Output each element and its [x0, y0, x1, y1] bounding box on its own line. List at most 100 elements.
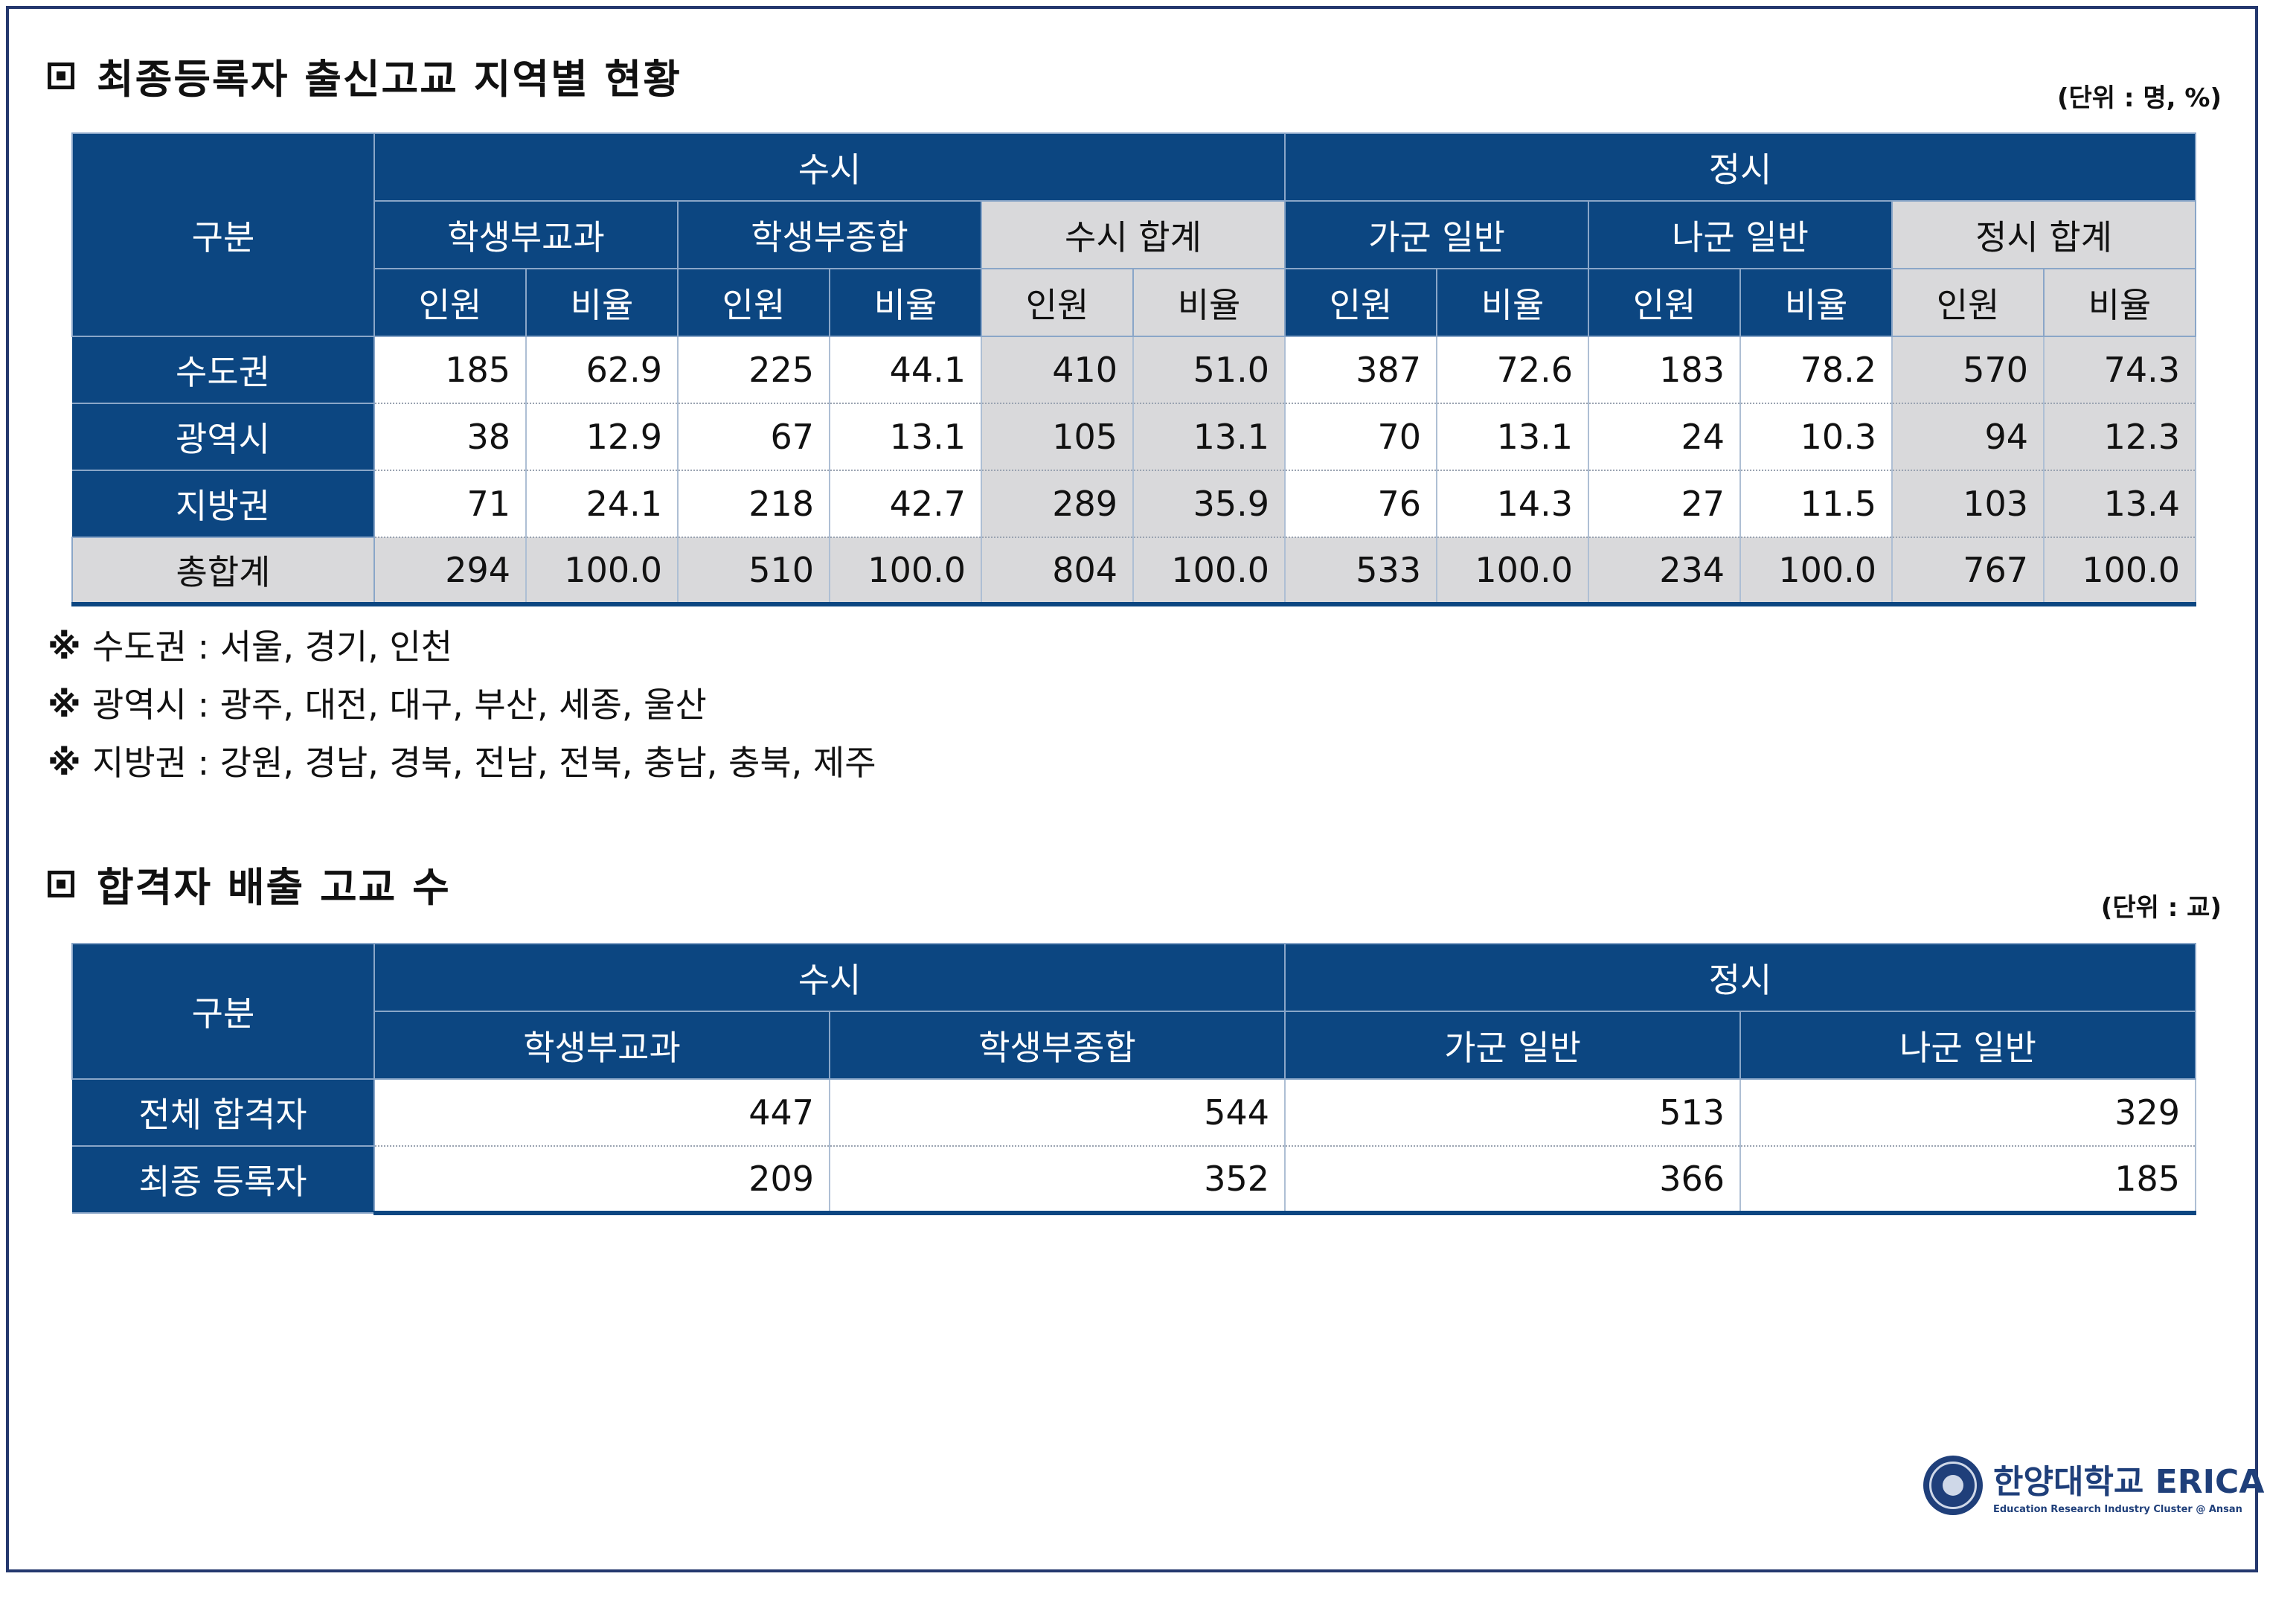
count-cell: 70: [1284, 403, 1438, 471]
count-cell: 570: [1891, 336, 2045, 404]
note-line: ※ 광역시 : 광주, 대전, 대구, 부산, 세종, 울산: [48, 676, 876, 734]
logo-main-text: 한양대학교 ERICA: [1993, 1463, 2265, 1501]
section1-title-text: 최종등록자 출신고교 지역별 현황: [97, 56, 682, 103]
ratio-cell: 74.3: [2043, 336, 2197, 404]
count-cell: 510: [677, 537, 830, 606]
ratio-cell: 100.0: [1132, 537, 1286, 606]
count-cell: 67: [677, 403, 830, 471]
note-key: 광역시: [92, 685, 187, 725]
count-cell: 447: [373, 1079, 830, 1147]
count-cell: 225: [677, 336, 830, 404]
region-table: 구분 수시 정시 학생부교과 학생부종합 수시 합계 가군 일반 나군 일반 정…: [71, 132, 2197, 606]
header-count: 인원: [1588, 268, 1742, 337]
count-cell: 24: [1588, 403, 1742, 471]
note-separator: :: [186, 685, 220, 725]
count-cell: 185: [1739, 1146, 2197, 1215]
table-row: 광역시 38 12.9 67 13.1 105 13.1 70 13.1 24 10.3 94 12.3: [72, 403, 2197, 471]
square-bullet-icon: [48, 62, 74, 89]
ratio-cell: 10.3: [1739, 403, 1893, 471]
ratio-cell: 44.1: [829, 336, 982, 404]
header-sub-3: 가군 일반: [1284, 1011, 1742, 1080]
ratio-cell: 100.0: [2043, 537, 2197, 606]
count-cell: 71: [373, 470, 527, 538]
header-ratio: 비율: [1132, 268, 1286, 337]
header-sub-1: 학생부교과: [373, 200, 679, 269]
count-cell: 105: [981, 403, 1134, 471]
count-cell: 294: [373, 537, 527, 606]
row-label: 최종 등록자: [72, 1145, 375, 1214]
ratio-cell: 13.1: [1132, 403, 1286, 471]
count-cell: 94: [1891, 403, 2045, 471]
count-cell: 329: [1739, 1079, 2197, 1147]
table-row: 최종 등록자 209 352 366 185: [72, 1145, 2197, 1215]
count-cell: 410: [981, 336, 1134, 404]
ratio-cell: 42.7: [829, 470, 982, 538]
section1-unit: (단위 : 명, %): [2056, 83, 2222, 113]
ratio-cell: 100.0: [525, 537, 679, 606]
count-cell: 387: [1284, 336, 1438, 404]
reference-mark-icon: ※: [48, 743, 81, 783]
header-count: 인원: [1284, 268, 1438, 337]
count-cell: 533: [1284, 537, 1438, 606]
reference-mark-icon: ※: [48, 685, 81, 725]
ratio-cell: 35.9: [1132, 470, 1286, 538]
ratio-cell: 72.6: [1436, 336, 1590, 404]
header-sub-3: 수시 합계: [980, 200, 1286, 269]
ratio-cell: 100.0: [1739, 537, 1893, 606]
note-separator: :: [186, 743, 220, 783]
count-cell: 103: [1891, 470, 2045, 538]
table-row: 수도권 185 62.9 225 44.1 410 51.0 387 72.6 183 78.2 57…: [72, 336, 2197, 404]
header-count: 인원: [981, 268, 1134, 337]
section1-title: 최종등록자 출신고교 지역별 현황: [48, 46, 682, 105]
row-label: 지방권: [72, 470, 375, 538]
row-label: 전체 합격자: [72, 1078, 375, 1147]
count-cell: 366: [1284, 1146, 1742, 1215]
note-key: 수도권: [92, 627, 187, 667]
square-bullet-icon: [48, 870, 74, 897]
section2-title: 합격자 배출 고교 수: [48, 854, 451, 913]
ratio-cell: 100.0: [1436, 537, 1590, 606]
total-row: 총합계 294 100.0 510 100.0 804 100.0 533 100.0 234 10…: [71, 537, 2197, 606]
page-frame: [6, 6, 2258, 1572]
logo-sub-text: Education Research Industry Cluster @ An…: [1993, 1504, 2242, 1515]
logo-text: 한양대학교 ERICA Education Research Industry …: [1993, 1455, 2264, 1515]
note-text: 광주, 대전, 대구, 부산, 세종, 울산: [219, 685, 707, 725]
count-cell: 544: [828, 1079, 1286, 1147]
table-row: 지방권 71 24.1 218 42.7 289 35.9 76 14.3 27 11.5 103 13…: [72, 470, 2197, 538]
section2-unit: (단위 : 교): [2100, 893, 2222, 923]
count-cell: 513: [1284, 1079, 1742, 1147]
school-count-table: 구분 수시 정시 학생부교과 학생부종합 가군 일반 나군 일반 전체 합격자 4…: [71, 943, 2197, 1215]
ratio-cell: 12.9: [525, 403, 679, 471]
row-label: 수도권: [72, 336, 375, 404]
count-cell: 209: [373, 1146, 830, 1215]
note-line: ※ 지방권 : 강원, 경남, 경북, 전남, 전북, 충남, 충북, 제주: [48, 734, 876, 792]
ratio-cell: 24.1: [525, 470, 679, 538]
count-cell: 218: [677, 470, 830, 538]
ratio-cell: 14.3: [1436, 470, 1590, 538]
table-row: 전체 합격자 447 544 513 329: [72, 1078, 2197, 1147]
header-count: 인원: [677, 268, 830, 337]
reference-mark-icon: ※: [48, 627, 81, 667]
header-sub-2: 학생부종합: [677, 200, 982, 269]
count-cell: 804: [981, 537, 1134, 606]
ratio-cell: 11.5: [1739, 470, 1893, 538]
ratio-cell: 100.0: [829, 537, 982, 606]
header-ratio: 비율: [1436, 268, 1590, 337]
count-cell: 38: [373, 403, 527, 471]
header-count: 인원: [373, 268, 527, 337]
header-sub-4: 가군 일반: [1284, 200, 1590, 269]
ratio-cell: 78.2: [1739, 336, 1893, 404]
header-jeongsi: 정시: [1284, 943, 2197, 1012]
header-susi: 수시: [373, 132, 1286, 202]
note-key: 지방권: [92, 743, 187, 783]
header-group: 구분: [71, 943, 375, 1080]
section2-title-text: 합격자 배출 고교 수: [97, 864, 451, 911]
count-cell: 767: [1891, 537, 2045, 606]
header-susi: 수시: [373, 943, 1286, 1012]
header-sub-2: 학생부종합: [828, 1011, 1286, 1080]
note-separator: :: [186, 627, 220, 667]
header-sub-1: 학생부교과: [373, 1011, 830, 1080]
ratio-cell: 13.1: [829, 403, 982, 471]
note-text: 강원, 경남, 경북, 전남, 전북, 충남, 충북, 제주: [219, 743, 876, 783]
ratio-cell: 62.9: [525, 336, 679, 404]
